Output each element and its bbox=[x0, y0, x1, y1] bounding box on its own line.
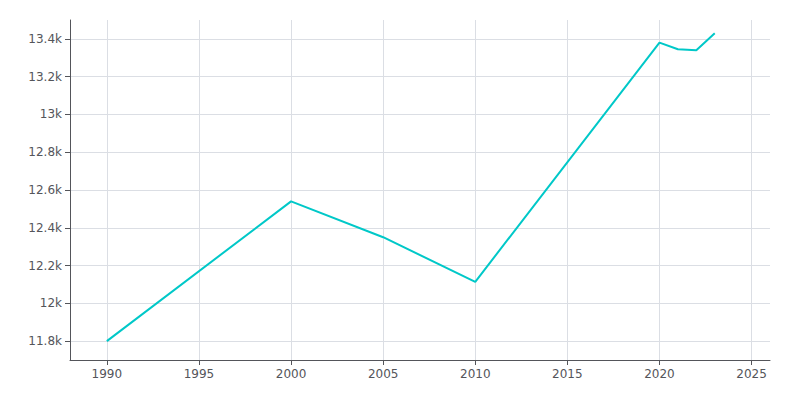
svg-text:2020: 2020 bbox=[644, 367, 675, 381]
svg-text:12.6k: 12.6k bbox=[28, 183, 62, 197]
svg-text:2010: 2010 bbox=[460, 367, 491, 381]
svg-text:1990: 1990 bbox=[92, 367, 123, 381]
svg-text:2000: 2000 bbox=[276, 367, 307, 381]
svg-text:1995: 1995 bbox=[184, 367, 215, 381]
svg-text:12.8k: 12.8k bbox=[28, 145, 62, 159]
svg-text:12.2k: 12.2k bbox=[28, 259, 62, 273]
svg-text:2015: 2015 bbox=[552, 367, 583, 381]
svg-text:2005: 2005 bbox=[368, 367, 399, 381]
svg-text:13.4k: 13.4k bbox=[28, 32, 62, 46]
svg-text:13.2k: 13.2k bbox=[28, 70, 62, 84]
svg-text:2025: 2025 bbox=[736, 367, 767, 381]
svg-text:12.4k: 12.4k bbox=[28, 221, 62, 235]
svg-text:12k: 12k bbox=[40, 296, 62, 310]
svg-text:11.8k: 11.8k bbox=[28, 334, 62, 348]
svg-text:13k: 13k bbox=[40, 107, 62, 121]
